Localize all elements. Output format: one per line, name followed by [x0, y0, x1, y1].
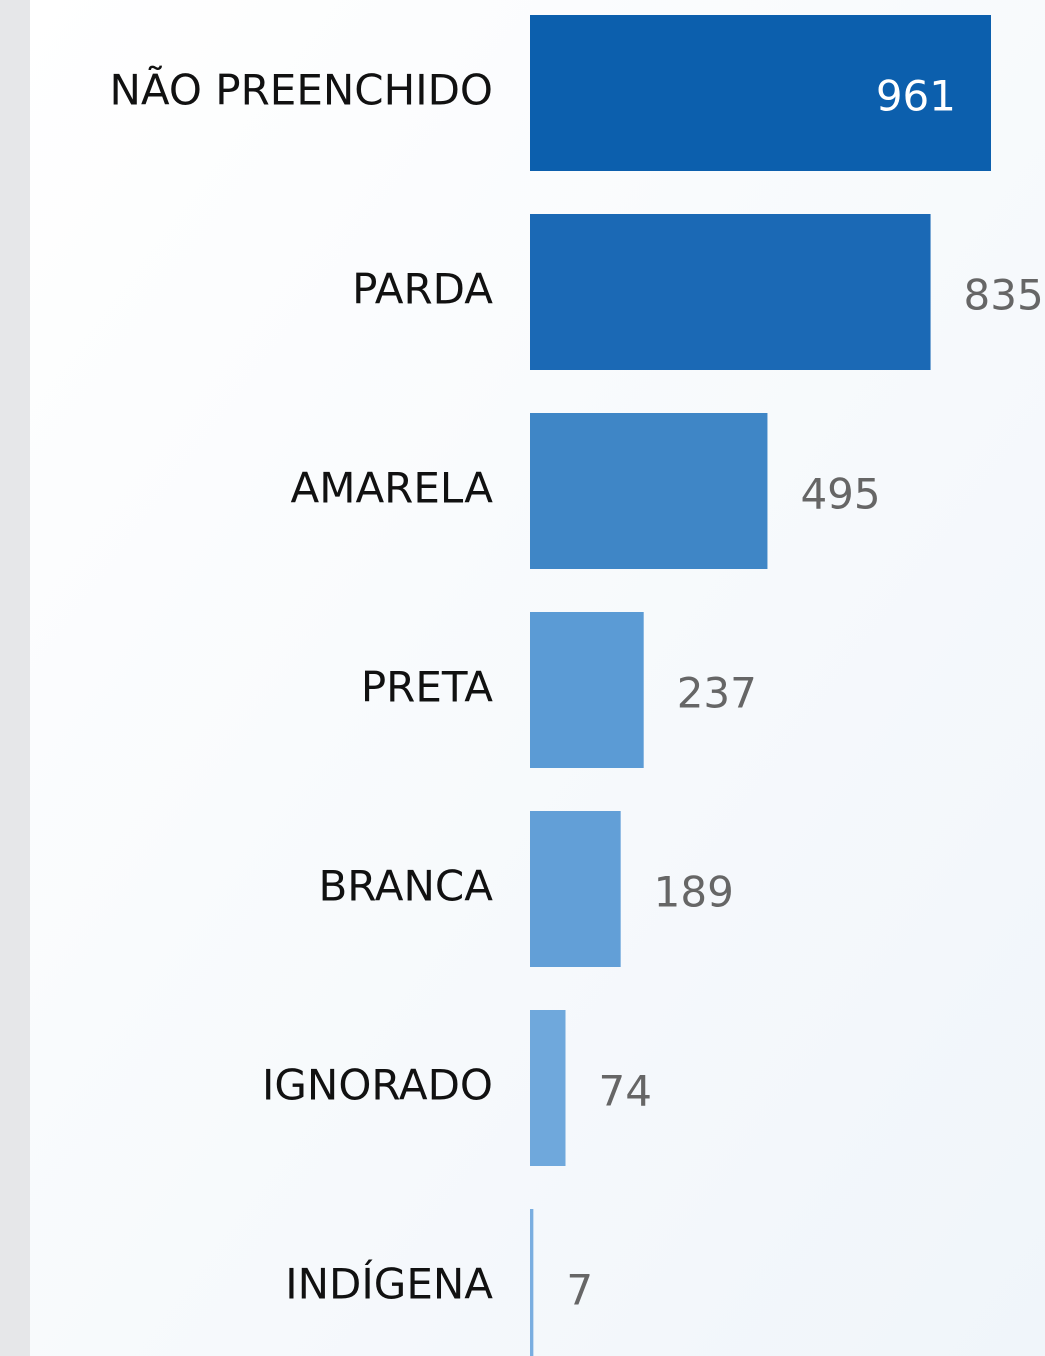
bar: [530, 612, 644, 768]
category-label: BRANCA: [318, 862, 493, 911]
side-strip: [0, 0, 30, 1356]
bar: [530, 1010, 566, 1166]
value-label: 961: [876, 72, 956, 121]
category-label: NÃO PREENCHIDO: [109, 65, 493, 115]
value-label: 74: [598, 1067, 651, 1116]
bar: [530, 214, 931, 370]
bar: [530, 811, 621, 967]
value-label: 495: [800, 470, 880, 519]
value-label: 835: [964, 271, 1044, 320]
value-label: 237: [677, 669, 757, 718]
bar: [530, 1209, 534, 1356]
category-label: PARDA: [352, 265, 493, 314]
category-label: AMARELA: [290, 464, 493, 513]
category-label: IGNORADO: [262, 1061, 493, 1110]
category-label: INDÍGENA: [285, 1259, 493, 1309]
value-label: 7: [566, 1266, 593, 1315]
value-label: 189: [654, 868, 734, 917]
category-label: PRETA: [361, 663, 493, 712]
bar: [530, 15, 991, 171]
bar: [530, 413, 768, 569]
